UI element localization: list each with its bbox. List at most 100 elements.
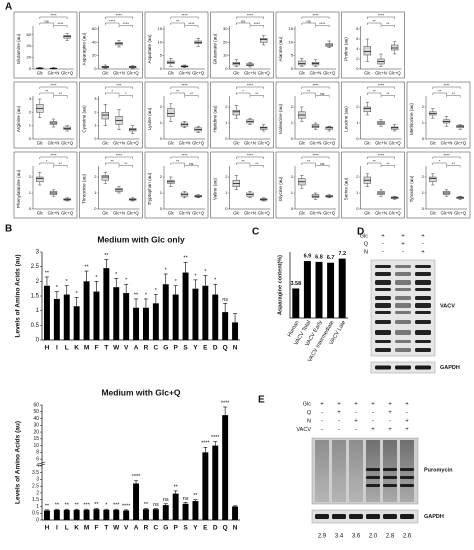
box <box>391 126 399 130</box>
significance-label: ** <box>84 265 89 271</box>
significance-label: ** <box>59 161 63 166</box>
x-tick-label: Glc+N <box>310 71 322 76</box>
x-tick-label: Glc <box>37 71 43 76</box>
significance-label: **** <box>247 12 254 17</box>
significance-label: * <box>145 292 148 298</box>
box <box>167 108 175 117</box>
blot-band <box>375 330 391 335</box>
significance-label: * <box>105 503 108 509</box>
x-tick-label: K <box>74 525 79 532</box>
significance-label: **** <box>132 474 141 480</box>
plot-frame <box>341 11 405 79</box>
x-tick-label: A <box>134 345 139 352</box>
y-tick-label: 0 <box>225 136 228 141</box>
y-tick-label: 15 <box>33 436 39 442</box>
significance-label: *** <box>113 503 120 509</box>
significance-label: **** <box>57 21 64 26</box>
blot-band <box>395 311 411 314</box>
box <box>298 60 306 66</box>
bar <box>182 272 189 340</box>
significance-label: ** <box>65 503 70 509</box>
y-tick-label: 2 <box>422 174 425 179</box>
significance-label: **** <box>109 18 116 23</box>
box <box>456 125 464 129</box>
significance-label: ** <box>55 503 60 509</box>
x-tick-label: T <box>104 345 108 352</box>
significance-label: ** <box>45 88 49 93</box>
y-tick-label: 0 <box>160 136 163 141</box>
y-tick-label: 30 <box>223 26 228 31</box>
y-tick-label: 1 <box>422 190 425 195</box>
blot-band <box>395 340 411 343</box>
significance-bracket <box>170 156 199 159</box>
x-tick-label: Glc+Q <box>389 141 402 146</box>
y-tick-label: 40 <box>27 43 32 48</box>
blot-band <box>395 272 411 276</box>
x-tick-label: Glc+Q <box>61 141 74 146</box>
y-tick-label: 0 <box>291 136 294 141</box>
y-tick-label: 0 <box>291 66 294 71</box>
x-tick-label: K <box>74 345 79 352</box>
value-label: 6.9 <box>304 254 312 260</box>
significance-label: * <box>242 88 244 93</box>
plot-frame <box>79 151 143 219</box>
bar <box>338 258 346 318</box>
significance-bracket <box>249 25 264 28</box>
y-tick-label: 2 <box>36 490 39 496</box>
blot-band <box>400 476 414 479</box>
y-axis-label: Valine (au) <box>213 178 218 200</box>
value-label: 3.58 <box>290 281 301 287</box>
x-tick-label: Glc+N <box>113 141 125 146</box>
x-tick-label: Glc+Q <box>454 141 467 146</box>
significance-label: * <box>194 273 197 279</box>
chart-title: Medium with Glc+Q <box>101 387 180 397</box>
blot-band <box>366 468 380 471</box>
x-tick-label: Glc+N <box>441 141 453 146</box>
significance-label: **** <box>181 82 188 87</box>
x-tick-label: Glc+N <box>375 211 387 216</box>
blot-band <box>415 365 431 370</box>
y-axis-label: Asparagine content(%) <box>277 255 283 315</box>
significance-label: **** <box>116 12 123 17</box>
bar <box>53 298 60 340</box>
x-tick-label: Glc+N <box>179 141 191 146</box>
y-tick-label: 5 <box>160 53 163 58</box>
blot-band <box>375 340 391 343</box>
significance-label: ** <box>386 161 390 166</box>
x-tick-label: Glc+Q <box>454 211 467 216</box>
significance-label: ** <box>373 88 377 93</box>
significance-label: ns <box>163 497 169 503</box>
box <box>260 38 268 43</box>
significance-label: **** <box>50 82 57 87</box>
significance-label: ** <box>75 503 80 509</box>
band-label: GAPDH <box>440 365 460 371</box>
y-tick-label: 0 <box>291 206 294 211</box>
significance-label: * <box>111 88 113 93</box>
value-label: 6.7 <box>327 255 335 261</box>
y-tick-label: 10 <box>223 53 228 58</box>
condition-sign: - <box>382 250 384 256</box>
bar <box>192 501 199 520</box>
x-tick-label: Glc+N <box>113 71 125 76</box>
panel-label: B <box>5 224 12 235</box>
bar <box>133 307 140 340</box>
blot-band <box>395 265 411 268</box>
x-tick-label: Glc <box>168 71 174 76</box>
box <box>101 112 109 120</box>
significance-label: ** <box>183 256 188 262</box>
significance-label: **** <box>50 152 57 157</box>
blot-band <box>383 514 397 519</box>
x-tick-label: Glc+N <box>48 211 60 216</box>
y-tick-label: 10 <box>158 39 163 44</box>
bar <box>222 312 229 340</box>
x-tick-label: Glc <box>299 211 305 216</box>
bar <box>43 285 50 340</box>
y-tick-label: 2.5 <box>31 264 40 270</box>
significance-label: ns <box>183 496 189 502</box>
y-tick-label: 0 <box>225 66 228 71</box>
x-tick-label: T <box>104 525 108 532</box>
significance-label: * <box>56 285 59 291</box>
significance-label: ns <box>241 18 245 23</box>
significance-bracket <box>301 92 316 95</box>
plot-frame <box>79 81 143 149</box>
